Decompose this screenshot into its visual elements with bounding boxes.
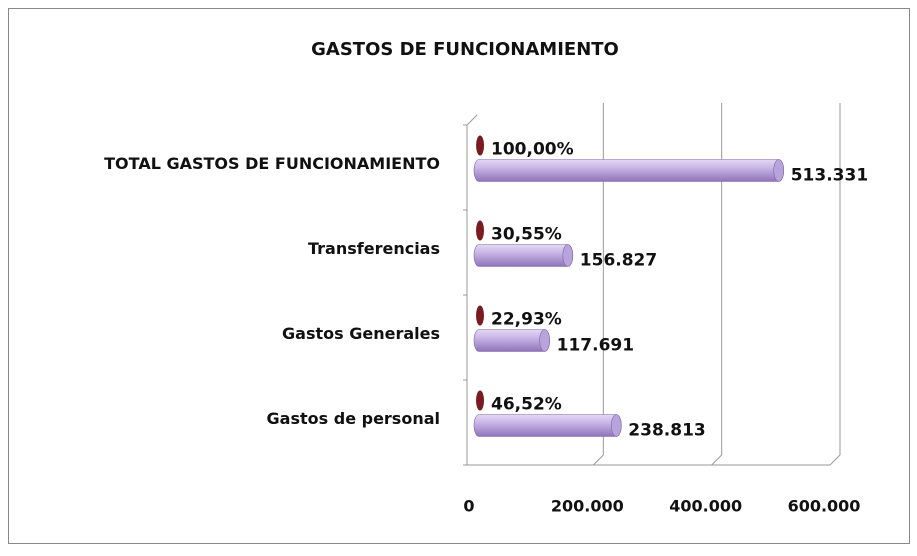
- x-tick-label: 200.000: [551, 497, 624, 516]
- bar-cap: [610, 414, 622, 437]
- percent-bar: [476, 135, 485, 156]
- value-label: 30,55%: [491, 225, 562, 245]
- percent-bar: [476, 390, 485, 411]
- x-tick-label: 400.000: [669, 497, 742, 516]
- bar: [473, 244, 574, 267]
- grid-floor: [711, 454, 723, 466]
- y-tick-label: Gastos Generales: [282, 324, 440, 343]
- value-label: 117.691: [557, 336, 634, 356]
- value-label: 46,52%: [491, 395, 562, 415]
- value-label: 100,00%: [491, 140, 574, 160]
- bar: [473, 159, 784, 182]
- bar: [473, 329, 550, 352]
- y-tick-label: Transferencias: [308, 239, 440, 258]
- bar-cap: [562, 244, 574, 267]
- x-tick-label: 600.000: [788, 497, 861, 516]
- y-axis-back: [466, 114, 478, 126]
- grid-floor: [829, 454, 841, 466]
- chart-title: GASTOS DE FUNCIONAMIENTO: [311, 39, 619, 60]
- value-label: 238.813: [628, 421, 705, 441]
- value-label: 156.827: [580, 251, 657, 271]
- y-tick-label: TOTAL GASTOS DE FUNCIONAMIENTO: [104, 154, 440, 173]
- percent-bar: [476, 305, 485, 326]
- value-label: 513.331: [791, 166, 868, 186]
- y-tick-label: Gastos de personal: [267, 409, 440, 428]
- grid-floor: [592, 454, 604, 466]
- bar: [473, 414, 622, 437]
- value-label: 22,93%: [491, 310, 562, 330]
- x-tick-label: 0: [463, 497, 474, 516]
- chart-frame: [8, 8, 910, 544]
- bar-cap: [539, 329, 550, 352]
- percent-bar: [476, 220, 485, 241]
- bar-cap: [773, 159, 785, 182]
